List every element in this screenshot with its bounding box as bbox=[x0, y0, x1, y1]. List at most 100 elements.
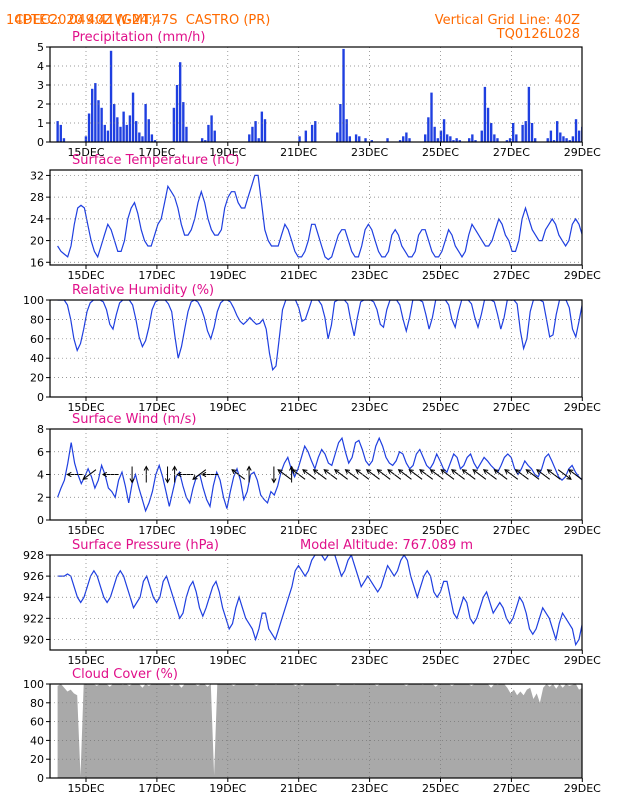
wind-arrow bbox=[129, 466, 135, 484]
pres-xtick-label: 25DEC bbox=[422, 654, 459, 667]
wind-arrow-head bbox=[387, 469, 393, 475]
precip-ytick-label: 3 bbox=[37, 79, 44, 92]
precip-bar bbox=[153, 140, 157, 142]
precip-bar bbox=[122, 111, 125, 142]
precip-bar bbox=[452, 140, 455, 142]
precip-plot bbox=[56, 48, 582, 142]
cloud-ytick-label: 20 bbox=[30, 753, 44, 766]
wind-xtick-label: 19DEC bbox=[209, 524, 246, 537]
precip-bar bbox=[298, 136, 301, 142]
wind-arrow bbox=[557, 469, 572, 480]
wind-arrow-head bbox=[566, 474, 572, 480]
temp-xtick-label: 19DEC bbox=[209, 269, 246, 282]
precip-xtick-label: 27DEC bbox=[493, 146, 530, 159]
rh-xtick-label: 25DEC bbox=[422, 401, 459, 414]
precip-bar bbox=[134, 121, 138, 142]
precip-bar bbox=[354, 134, 358, 142]
precip-bar bbox=[172, 107, 176, 142]
wind-arrow-head bbox=[429, 469, 436, 475]
precip-bar bbox=[555, 121, 559, 142]
wind-arrow bbox=[66, 471, 84, 478]
precip-bar bbox=[56, 121, 59, 142]
wind-arrow-shaft bbox=[366, 469, 380, 480]
precip-bar bbox=[483, 86, 487, 142]
wind-arrow-head bbox=[482, 469, 489, 475]
precip-ytick-label: 5 bbox=[37, 41, 44, 54]
wind-arrow-shaft bbox=[430, 469, 444, 480]
wind-arrow-head bbox=[334, 469, 340, 475]
precip-bar bbox=[474, 140, 477, 142]
precip-bar bbox=[119, 126, 122, 142]
precip-bar bbox=[339, 104, 342, 142]
precip-bar bbox=[433, 126, 436, 142]
rh-xtick-label: 23DEC bbox=[351, 401, 388, 414]
rh-ytick-label: 60 bbox=[30, 333, 44, 346]
precip-bar bbox=[559, 132, 562, 142]
temp-plot bbox=[57, 174, 582, 261]
wind-arrow-shaft bbox=[302, 469, 317, 480]
precip-bar bbox=[533, 138, 537, 142]
pres-frame bbox=[49, 554, 583, 651]
precip-bar bbox=[178, 62, 182, 142]
precip-bar bbox=[314, 121, 317, 142]
rh-xtick-label: 15DEC bbox=[67, 401, 104, 414]
temp-title: Surface Temperature (nC) bbox=[72, 153, 240, 168]
precip-bar bbox=[304, 130, 308, 142]
precip-bar bbox=[144, 104, 147, 142]
precip-bar bbox=[505, 140, 509, 142]
wind-arrow bbox=[164, 466, 171, 484]
wind-arrow bbox=[567, 469, 582, 480]
temp-ytick-label: 24 bbox=[30, 213, 44, 226]
wind-arrow-head bbox=[82, 474, 88, 480]
wind-arrow-head bbox=[66, 471, 72, 478]
rh-ytick-label: 80 bbox=[30, 313, 44, 326]
wind-arrow bbox=[312, 469, 327, 480]
rh-ytick-label: 0 bbox=[37, 391, 44, 404]
wind-arrow-head bbox=[172, 465, 178, 471]
wind-arrow-head bbox=[323, 469, 329, 475]
wind-arrow bbox=[344, 469, 359, 480]
rh-xtick-label: 27DEC bbox=[493, 401, 530, 414]
wind-arrow-shaft bbox=[462, 469, 476, 480]
cloud-xtick-label: 23DEC bbox=[351, 782, 388, 795]
wind-arrow-head bbox=[312, 469, 319, 475]
precip-ytick-label: 0 bbox=[37, 136, 44, 149]
wind-ytick-label: 2 bbox=[37, 491, 44, 504]
wind-ytick-label: 6 bbox=[37, 446, 44, 459]
wind-arrow-shaft bbox=[494, 469, 508, 480]
precip-bar bbox=[62, 138, 66, 142]
temp-xtick-label: 17DEC bbox=[138, 269, 175, 282]
precip-bar bbox=[402, 136, 405, 142]
cloud-ytick-label: 80 bbox=[30, 697, 44, 710]
precip-bar bbox=[530, 123, 534, 142]
cloud-ytick-label: 40 bbox=[30, 734, 44, 747]
precip-bar bbox=[342, 48, 345, 142]
pres-ytick-label: 924 bbox=[23, 591, 44, 604]
wind-arrow-head bbox=[164, 478, 171, 484]
precip-bar bbox=[490, 123, 493, 142]
precip-bar bbox=[521, 124, 524, 142]
wind-arrow bbox=[440, 469, 455, 480]
precip-bar bbox=[480, 130, 483, 142]
wind-arrow bbox=[365, 469, 380, 480]
cloud-panel: 0 20 40 60 80 100 15DEC 17DEC 19DEC 21DEC 23DEC 25D… bbox=[23, 667, 601, 795]
wind-arrow-head bbox=[472, 469, 478, 475]
wind-arrow-head bbox=[504, 469, 510, 475]
cloud-ytick-label: 0 bbox=[37, 772, 44, 785]
cloud-xtick-label: 17DEC bbox=[138, 782, 175, 795]
temp-ytick-label: 16 bbox=[30, 256, 44, 269]
rh-xtick-label: 29DEC bbox=[564, 401, 601, 414]
wind-arrow bbox=[429, 469, 444, 480]
precip-bar bbox=[512, 123, 515, 142]
wind-xtick-label: 23DEC bbox=[351, 524, 388, 537]
wind-arrow-head bbox=[440, 469, 446, 475]
precip-bar bbox=[103, 124, 106, 142]
wind-arrow-head bbox=[277, 469, 283, 475]
precip-bar bbox=[524, 121, 527, 142]
wind-arrow-head bbox=[365, 469, 372, 475]
temp-ytick-label: 32 bbox=[30, 169, 44, 182]
precip-bar bbox=[128, 115, 132, 142]
grid-note-label: Vertical Grid Line: 40Z bbox=[434, 13, 580, 28]
rh-ytick-label: 40 bbox=[30, 352, 44, 365]
precip-xtick-label: 15DEC bbox=[67, 146, 104, 159]
